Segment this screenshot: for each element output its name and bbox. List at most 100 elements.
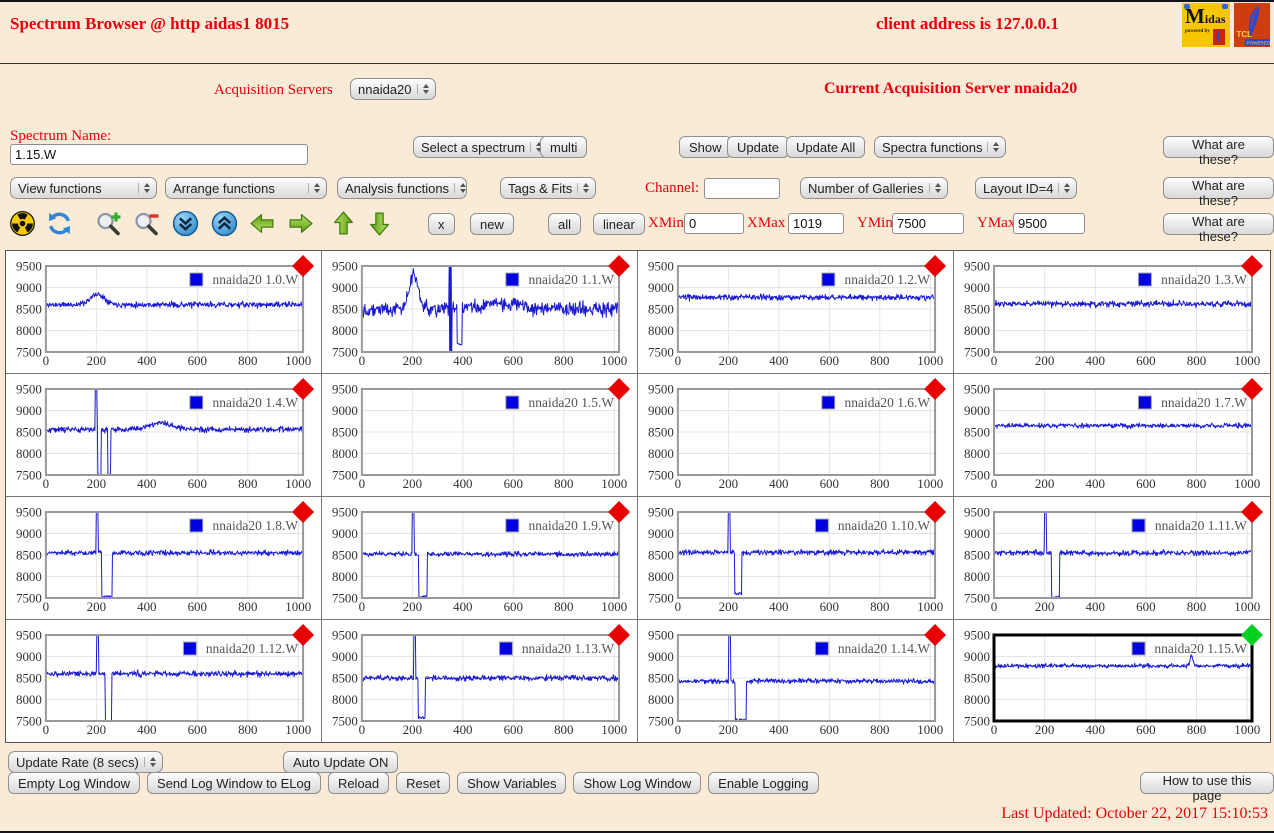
x-button[interactable]: x [428, 213, 455, 235]
spectrum-panel[interactable]: 9500 9000 8500 8000 7500 0 200 400 600 800 1000 nna… [638, 374, 954, 497]
scroll-down-icon[interactable] [172, 210, 199, 237]
acquisition-servers-select[interactable]: nnaida20 [350, 78, 436, 100]
status-diamond-icon[interactable] [292, 378, 315, 400]
x-tick-label: 800 [554, 353, 573, 368]
reload-button[interactable]: Reload [327, 772, 390, 794]
status-diamond-icon[interactable] [924, 501, 947, 523]
spectrum-panel[interactable]: 9500 9000 8500 8000 7500 0 200 400 600 800 1000 nna… [954, 374, 1270, 497]
spectrum-panel[interactable]: 9500 9000 8500 8000 7500 0 200 400 600 800 1000 nna… [954, 497, 1270, 620]
spectrum-panel[interactable]: 9500 9000 8500 8000 7500 0 200 400 600 800 1000 nna… [322, 497, 638, 620]
refresh-icon[interactable] [46, 210, 73, 237]
spectrum-panel[interactable]: 9500 9000 8500 8000 7500 0 200 400 600 800 1000 nna… [6, 374, 322, 497]
spectrum-panel[interactable]: 9500 9000 8500 8000 7500 0 200 400 600 800 1000 nna… [6, 251, 322, 374]
all-button[interactable]: all [548, 213, 582, 235]
y-tick-label: 7500 [332, 713, 358, 728]
update-all-button[interactable]: Update All [786, 136, 866, 158]
multi-button[interactable]: multi [540, 136, 588, 158]
spectrum-panel[interactable]: 9500 9000 8500 8000 7500 0 200 400 600 800 1000 nna… [322, 620, 638, 742]
status-diamond-icon[interactable] [608, 501, 631, 523]
status-diamond-icon[interactable] [924, 624, 947, 646]
status-diamond-icon[interactable] [924, 255, 947, 277]
status-diamond-icon[interactable] [1241, 624, 1263, 646]
channel-input[interactable] [704, 178, 780, 199]
status-diamond-icon[interactable] [1241, 255, 1263, 277]
spectrum-panel[interactable]: 9500 9000 8500 8000 7500 0 200 400 600 800 1000 nna… [638, 497, 954, 620]
status-diamond-icon[interactable] [608, 378, 631, 400]
header-divider [0, 63, 1274, 64]
legend-swatch [1131, 641, 1146, 656]
x-tick-label: 1000 [917, 599, 943, 614]
status-diamond-icon[interactable] [1241, 378, 1263, 400]
zoom-out-icon[interactable] [133, 210, 160, 237]
midas-logo[interactable]: Midas powered by [1182, 3, 1230, 47]
x-tick-label: 200 [719, 353, 738, 368]
ymin-label: YMin [857, 215, 893, 231]
spectrum-panel[interactable]: 9500 9000 8500 8000 7500 0 200 400 600 800 1000 nna… [954, 251, 1270, 374]
spectrum-panel[interactable]: 9500 9000 8500 8000 7500 0 200 400 600 800 1000 nna… [954, 620, 1270, 742]
enable-logging-button[interactable]: Enable Logging [708, 772, 819, 794]
x-tick-label: 400 [769, 353, 788, 368]
tcl-powered-logo[interactable]: TCL POWERED [1234, 3, 1270, 47]
number-of-galleries-select[interactable]: Number of Galleries [800, 177, 948, 199]
what-are-these-button-ranges[interactable]: What are these? [1163, 213, 1274, 244]
ymax-input[interactable] [1013, 213, 1085, 234]
spectrum-panel[interactable]: 9500 9000 8500 8000 7500 0 200 400 600 800 1000 nna… [6, 497, 322, 620]
arrange-functions-select[interactable]: Arrange functions [165, 177, 327, 199]
radiation-icon[interactable] [9, 210, 36, 237]
x-tick-label: 0 [675, 599, 681, 614]
legend-swatch [821, 272, 836, 287]
new-button[interactable]: new [470, 213, 514, 235]
ymin-input[interactable] [892, 213, 964, 234]
status-diamond-icon[interactable] [292, 624, 315, 646]
spectrum-name-input[interactable] [10, 144, 308, 165]
move-right-icon[interactable] [287, 210, 314, 237]
update-button[interactable]: Update [727, 136, 789, 158]
y-tick-label: 7500 [332, 467, 358, 482]
move-up-icon[interactable] [330, 210, 357, 237]
linear-button[interactable]: linear [593, 213, 645, 235]
auto-update-button[interactable]: Auto Update ON [283, 751, 399, 773]
tags-fits-select[interactable]: Tags & Fits [500, 177, 597, 199]
xmin-input[interactable] [684, 213, 744, 234]
select-stepper-icon [454, 183, 470, 193]
layout-id-select[interactable]: Layout ID=4 [975, 177, 1078, 199]
update-rate-select[interactable]: Update Rate (8 secs) [8, 751, 163, 773]
analysis-functions-select[interactable]: Analysis functions [337, 177, 467, 199]
zoom-in-icon[interactable] [95, 210, 122, 237]
spectrum-panel[interactable]: 9500 9000 8500 8000 7500 0 200 400 600 800 1000 nna… [638, 251, 954, 374]
status-diamond-icon[interactable] [608, 624, 631, 646]
status-diamond-icon[interactable] [292, 501, 315, 523]
what-are-these-button-spectra[interactable]: What are these? [1163, 136, 1274, 167]
empty-log-window-button[interactable]: Empty Log Window [8, 772, 140, 794]
move-left-icon[interactable] [249, 210, 276, 237]
show-log-window-button[interactable]: Show Log Window [573, 772, 702, 794]
select-a-spectrum[interactable]: Select a spectrum [413, 136, 550, 158]
scroll-up-icon[interactable] [211, 210, 238, 237]
move-down-icon[interactable] [366, 210, 393, 237]
y-tick-label: 8500 [964, 671, 990, 686]
help-button[interactable]: How to use this page [1140, 772, 1274, 803]
x-tick-label: 600 [820, 599, 839, 614]
what-are-these-button-functions[interactable]: What are these? [1163, 177, 1274, 208]
show-variables-button[interactable]: Show Variables [457, 772, 567, 794]
status-diamond-icon[interactable] [608, 255, 631, 277]
status-diamond-icon[interactable] [924, 378, 947, 400]
status-diamond-icon[interactable] [292, 255, 315, 277]
show-button[interactable]: Show [679, 136, 732, 158]
spectrum-panel[interactable]: 9500 9000 8500 8000 7500 0 200 400 600 800 1000 nna… [322, 374, 638, 497]
spectrum-trace [677, 293, 935, 302]
reset-button[interactable]: Reset [396, 772, 451, 794]
x-tick-label: 200 [1035, 476, 1055, 491]
spectra-functions-select[interactable]: Spectra functions [874, 136, 1007, 158]
spectrum-panel[interactable]: 9500 9000 8500 8000 7500 0 200 400 600 800 1000 nna… [638, 620, 954, 742]
spectrum-panel[interactable]: 9500 9000 8500 8000 7500 0 200 400 600 800 1000 nna… [322, 251, 638, 374]
y-tick-label: 9500 [648, 627, 674, 642]
status-diamond-icon[interactable] [1241, 501, 1263, 523]
send-log-to-elog-button[interactable]: Send Log Window to ELog [147, 772, 321, 794]
view-functions-select[interactable]: View functions [10, 177, 157, 199]
x-tick-label: 800 [238, 476, 257, 491]
spectrum-panel[interactable]: 9500 9000 8500 8000 7500 0 200 400 600 800 1000 nna… [6, 620, 322, 742]
xmax-input[interactable] [788, 213, 844, 234]
